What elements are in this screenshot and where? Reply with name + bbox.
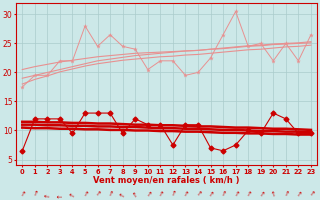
Text: ↑: ↑	[31, 191, 39, 198]
Text: ↑: ↑	[156, 191, 164, 199]
Text: ↑: ↑	[81, 191, 89, 199]
Text: ↑: ↑	[18, 191, 26, 199]
Text: ↑: ↑	[257, 190, 265, 199]
Text: ↑: ↑	[93, 190, 102, 199]
X-axis label: Vent moyen/en rafales ( km/h ): Vent moyen/en rafales ( km/h )	[93, 176, 240, 185]
Text: ↑: ↑	[57, 192, 63, 198]
Text: ↑: ↑	[206, 190, 215, 199]
Text: ↑: ↑	[68, 191, 76, 199]
Text: ↑: ↑	[282, 191, 290, 199]
Text: ↑: ↑	[269, 191, 277, 198]
Text: ↑: ↑	[119, 191, 127, 199]
Text: ↑: ↑	[169, 191, 177, 198]
Text: ↑: ↑	[106, 191, 114, 199]
Text: ↑: ↑	[131, 191, 139, 199]
Text: ↑: ↑	[232, 191, 240, 199]
Text: ↑: ↑	[219, 191, 227, 199]
Text: ↑: ↑	[307, 190, 315, 199]
Text: ↑: ↑	[244, 191, 252, 199]
Text: ↑: ↑	[44, 191, 51, 198]
Text: ↑: ↑	[181, 191, 189, 199]
Text: ↑: ↑	[144, 190, 152, 199]
Text: ↑: ↑	[194, 190, 202, 199]
Text: ↑: ↑	[294, 190, 302, 199]
